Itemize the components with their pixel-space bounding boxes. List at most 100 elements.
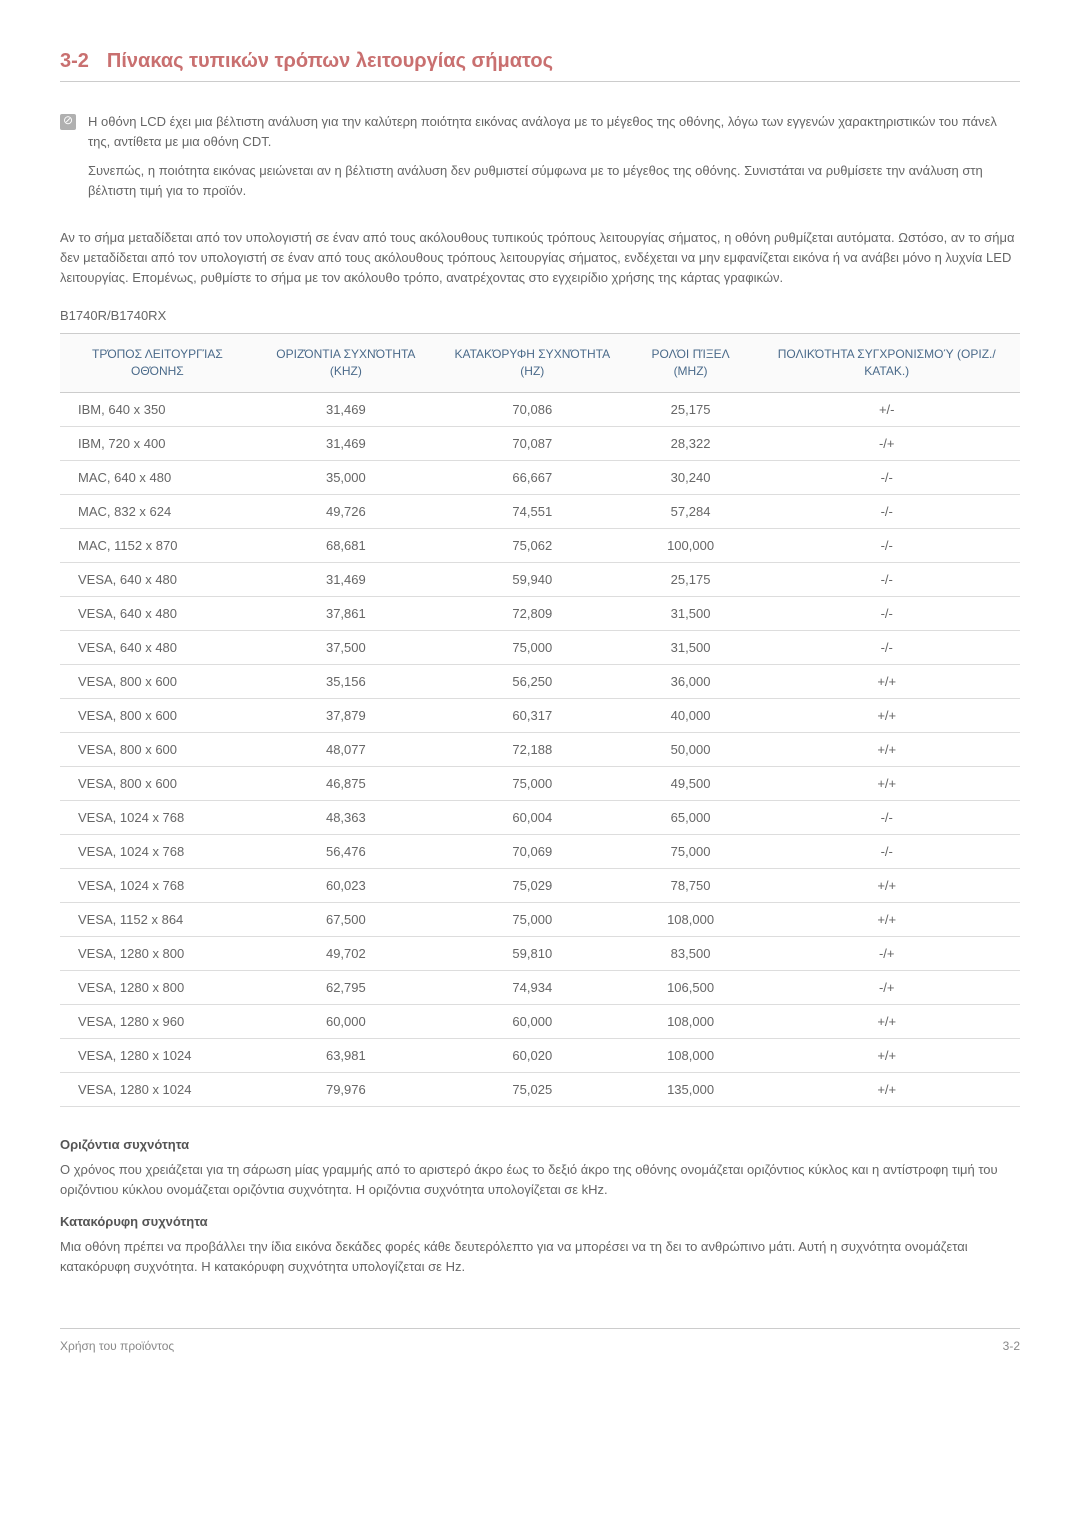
table-cell: 60,004 (437, 801, 628, 835)
table-cell: 74,934 (437, 971, 628, 1005)
signal-mode-table: ΤΡΌΠΟΣ ΛΕΙΤΟΥΡΓΊΑΣ ΟΘΌΝΗΣ ΟΡΙΖΌΝΤΙΑ ΣΥΧΝ… (60, 333, 1020, 1107)
table-cell: 49,702 (255, 937, 437, 971)
table-cell: +/+ (753, 1005, 1020, 1039)
table-cell: 59,940 (437, 563, 628, 597)
horiz-freq-para: Ο χρόνος που χρειάζεται για τη σάρωση μί… (60, 1160, 1020, 1200)
table-cell: -/- (753, 597, 1020, 631)
table-cell: VESA, 800 x 600 (60, 767, 255, 801)
col-hfreq: ΟΡΙΖΌΝΤΙΑ ΣΥΧΝΌΤΗΤΑ (KHZ) (255, 334, 437, 393)
table-row: MAC, 640 x 48035,00066,66730,240-/- (60, 461, 1020, 495)
table-cell: -/- (753, 495, 1020, 529)
table-cell: 48,077 (255, 733, 437, 767)
note-para-2: Συνεπώς, η ποιότητα εικόνας μειώνεται αν… (88, 161, 1020, 200)
col-polarity: ΠΟΛΙΚΌΤΗΤΑ ΣΥΓΧΡΟΝΙΣΜΟΎ (ΟΡΙΖ./ΚΑΤΑΚ.) (753, 334, 1020, 393)
table-cell: 60,317 (437, 699, 628, 733)
table-cell: 37,861 (255, 597, 437, 631)
table-cell: 49,726 (255, 495, 437, 529)
table-cell: VESA, 1280 x 800 (60, 971, 255, 1005)
table-cell: 75,000 (437, 631, 628, 665)
table-cell: VESA, 1280 x 960 (60, 1005, 255, 1039)
table-cell: VESA, 1024 x 768 (60, 801, 255, 835)
table-cell: 56,476 (255, 835, 437, 869)
table-cell: 25,175 (628, 563, 754, 597)
table-cell: -/- (753, 631, 1020, 665)
table-cell: 57,284 (628, 495, 754, 529)
col-pixel: ΡΟΛΌΙ ΠΊΞΕΛ (MHZ) (628, 334, 754, 393)
table-cell: +/+ (753, 1073, 1020, 1107)
table-cell: 70,087 (437, 427, 628, 461)
table-cell: 63,981 (255, 1039, 437, 1073)
table-cell: 31,469 (255, 427, 437, 461)
table-cell: 83,500 (628, 937, 754, 971)
table-cell: -/- (753, 563, 1020, 597)
table-cell: -/+ (753, 937, 1020, 971)
heading-text: Πίνακας τυπικών τρόπων λειτουργίας σήματ… (107, 50, 553, 72)
table-cell: VESA, 1280 x 1024 (60, 1073, 255, 1107)
table-row: VESA, 1024 x 76848,36360,00465,000-/- (60, 801, 1020, 835)
table-cell: 75,000 (437, 767, 628, 801)
table-cell: VESA, 640 x 480 (60, 597, 255, 631)
table-cell: +/+ (753, 733, 1020, 767)
table-cell: 60,000 (255, 1005, 437, 1039)
table-cell: +/+ (753, 699, 1020, 733)
table-row: VESA, 640 x 48037,50075,00031,500-/- (60, 631, 1020, 665)
table-cell: -/+ (753, 971, 1020, 1005)
table-cell: 67,500 (255, 903, 437, 937)
page-footer: Χρήση του προϊόντος 3-2 (60, 1328, 1020, 1353)
table-cell: 48,363 (255, 801, 437, 835)
table-cell: 65,000 (628, 801, 754, 835)
table-cell: +/- (753, 393, 1020, 427)
table-cell: MAC, 640 x 480 (60, 461, 255, 495)
page-heading: 3-2Πίνακας τυπικών τρόπων λειτουργίας σή… (60, 50, 1020, 82)
table-cell: 135,000 (628, 1073, 754, 1107)
table-cell: 75,000 (628, 835, 754, 869)
table-row: VESA, 1024 x 76856,47670,06975,000-/- (60, 835, 1020, 869)
table-cell: 68,681 (255, 529, 437, 563)
table-cell: 56,250 (437, 665, 628, 699)
table-cell: 75,025 (437, 1073, 628, 1107)
horiz-freq-title: Οριζόντια συχνότητα (60, 1137, 1020, 1152)
table-cell: VESA, 1280 x 1024 (60, 1039, 255, 1073)
table-row: IBM, 640 x 35031,46970,08625,175+/- (60, 393, 1020, 427)
table-row: VESA, 1280 x 80062,79574,934106,500-/+ (60, 971, 1020, 1005)
table-cell: 72,188 (437, 733, 628, 767)
table-cell: 108,000 (628, 1005, 754, 1039)
table-cell: 66,667 (437, 461, 628, 495)
table-cell: 62,795 (255, 971, 437, 1005)
table-cell: 31,469 (255, 563, 437, 597)
col-mode: ΤΡΌΠΟΣ ΛΕΙΤΟΥΡΓΊΑΣ ΟΘΌΝΗΣ (60, 334, 255, 393)
table-row: VESA, 800 x 60037,87960,31740,000+/+ (60, 699, 1020, 733)
note-para-1: Η οθόνη LCD έχει μια βέλτιστη ανάλυση γι… (88, 112, 1020, 151)
table-cell: VESA, 800 x 600 (60, 665, 255, 699)
table-cell: IBM, 640 x 350 (60, 393, 255, 427)
note-text: Η οθόνη LCD έχει μια βέλτιστη ανάλυση γι… (88, 112, 1020, 210)
note-icon (60, 114, 76, 130)
table-cell: MAC, 1152 x 870 (60, 529, 255, 563)
table-cell: 70,069 (437, 835, 628, 869)
table-cell: 49,500 (628, 767, 754, 801)
table-cell: -/+ (753, 427, 1020, 461)
table-cell: 60,000 (437, 1005, 628, 1039)
table-row: MAC, 1152 x 87068,68175,062100,000-/- (60, 529, 1020, 563)
table-cell: +/+ (753, 767, 1020, 801)
table-row: MAC, 832 x 62449,72674,55157,284-/- (60, 495, 1020, 529)
col-vfreq: ΚΑΤΑΚΌΡΥΦΗ ΣΥΧΝΌΤΗΤΑ (HZ) (437, 334, 628, 393)
table-cell: 37,879 (255, 699, 437, 733)
table-row: VESA, 800 x 60035,15656,25036,000+/+ (60, 665, 1020, 699)
table-cell: -/- (753, 461, 1020, 495)
table-row: VESA, 1024 x 76860,02375,02978,750+/+ (60, 869, 1020, 903)
table-cell: 59,810 (437, 937, 628, 971)
table-cell: VESA, 1024 x 768 (60, 835, 255, 869)
table-cell: 106,500 (628, 971, 754, 1005)
table-cell: 30,240 (628, 461, 754, 495)
table-cell: 79,976 (255, 1073, 437, 1107)
table-cell: 75,029 (437, 869, 628, 903)
table-cell: VESA, 1024 x 768 (60, 869, 255, 903)
table-cell: -/- (753, 801, 1020, 835)
vert-freq-title: Κατακόρυφη συχνότητα (60, 1214, 1020, 1229)
table-cell: VESA, 1280 x 800 (60, 937, 255, 971)
table-cell: 70,086 (437, 393, 628, 427)
heading-title: 3-2Πίνακας τυπικών τρόπων λειτουργίας σή… (60, 50, 1020, 73)
table-row: VESA, 1280 x 102463,98160,020108,000+/+ (60, 1039, 1020, 1073)
table-row: VESA, 640 x 48037,86172,80931,500-/- (60, 597, 1020, 631)
